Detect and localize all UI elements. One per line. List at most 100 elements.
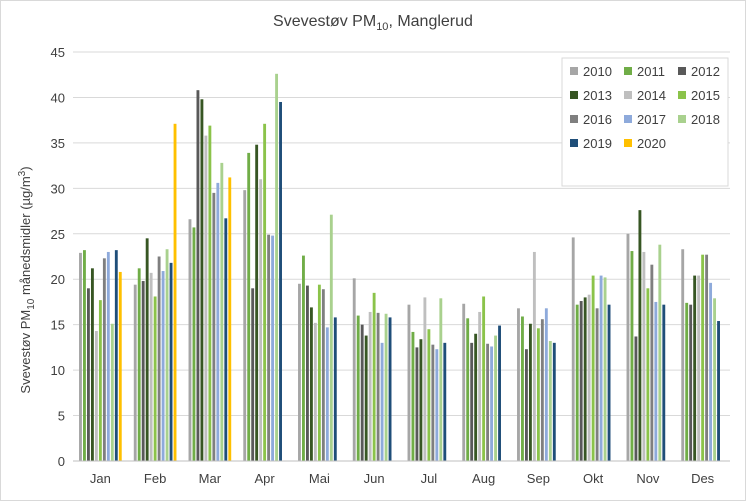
bar-2019-Feb — [169, 262, 173, 461]
bar-2017-Sep — [544, 308, 548, 461]
bar-2017-Des — [709, 282, 713, 461]
bar-2014-Jan — [94, 331, 98, 461]
bar-2013-Mar — [200, 99, 204, 462]
x-tick-label: Apr — [255, 471, 276, 486]
legend-swatch — [624, 115, 632, 123]
bar-2010-Des — [681, 249, 685, 461]
bar-2015-Jan — [98, 300, 102, 461]
bar-2016-Mai — [321, 289, 325, 461]
legend-swatch — [624, 139, 632, 147]
legend-swatch — [570, 67, 578, 75]
bar-2017-Mar — [216, 182, 220, 461]
legend-swatch — [570, 91, 578, 99]
bar-2018-Aug — [494, 335, 498, 461]
bar-2011-Aug — [466, 318, 470, 461]
legend-label: 2019 — [583, 136, 612, 151]
bar-2020-Mar — [228, 177, 232, 461]
y-tick-label: 15 — [51, 318, 65, 333]
bar-2011-Feb — [137, 268, 141, 461]
bar-2018-Jun — [384, 313, 388, 461]
bar-2016-Nov — [650, 264, 654, 461]
legend-label: 2014 — [637, 88, 666, 103]
y-tick-label: 25 — [51, 227, 65, 242]
bar-2018-Nov — [658, 244, 662, 461]
y-tick-label: 35 — [51, 136, 65, 151]
bar-2010-Jun — [352, 278, 356, 461]
bar-2011-Sep — [521, 316, 524, 461]
bar-2012-Mar — [196, 90, 200, 461]
bar-2017-Feb — [161, 271, 165, 461]
bar-2012-Nov — [634, 336, 638, 461]
x-tick-label: Sep — [527, 471, 550, 486]
bar-2010-Mar — [188, 219, 192, 461]
bar-2016-Jul — [431, 344, 435, 461]
bar-2014-Jul — [423, 297, 427, 461]
bar-2012-Feb — [141, 281, 145, 461]
bar-2018-Sep — [548, 341, 552, 461]
legend-swatch — [624, 67, 632, 75]
bar-2014-Sep — [532, 251, 536, 461]
bar-2011-Des — [685, 302, 689, 461]
y-tick-label: 30 — [51, 181, 65, 196]
bar-2019-Jul — [443, 342, 447, 461]
y-tick-label: 20 — [51, 272, 65, 287]
bar-2018-Jan — [110, 323, 114, 461]
bar-2019-Mar — [224, 218, 228, 461]
bar-2017-Jun — [380, 342, 384, 461]
legend-swatch — [678, 115, 686, 123]
bar-2014-Mai — [313, 322, 317, 461]
bar-2012-Jul — [415, 347, 419, 461]
x-tick-label: Aug — [472, 471, 495, 486]
y-tick-label: 40 — [51, 90, 65, 105]
bar-2012-Jun — [360, 324, 364, 461]
bar-2013-Apr — [255, 144, 259, 461]
legend: 2010 2011 2012 2013 2014 2015 2016 2017 2018 2019… — [561, 57, 729, 187]
bar-2019-Jan — [114, 250, 118, 461]
bar-2019-Mai — [333, 317, 337, 461]
bar-2012-Okt — [579, 301, 583, 461]
bar-2015-Sep — [536, 328, 540, 461]
legend-label: 2016 — [583, 112, 612, 127]
bar-2011-Okt — [575, 304, 579, 461]
x-tick-label: Okt — [583, 471, 604, 486]
bar-2013-Feb — [145, 238, 149, 461]
bar-2011-Mai — [302, 255, 305, 461]
bar-2013-Jul — [419, 339, 423, 461]
bar-2019-Des — [717, 321, 720, 461]
bar-2011-Mar — [192, 227, 196, 461]
bar-2014-Apr — [259, 179, 263, 461]
bar-2018-Feb — [165, 249, 169, 461]
bar-2019-Nov — [662, 304, 666, 461]
legend-swatch — [678, 67, 686, 75]
bar-2012-Sep — [524, 349, 528, 461]
x-tick-label: Mar — [199, 471, 222, 486]
bar-2016-Mar — [212, 192, 216, 461]
bar-2016-Des — [705, 254, 709, 461]
legend-box — [561, 57, 729, 187]
bar-2014-Okt — [587, 294, 591, 461]
bar-2018-Okt — [603, 277, 607, 461]
bar-2013-Aug — [474, 333, 478, 461]
bar-2019-Aug — [498, 325, 501, 461]
bar-2013-Des — [693, 275, 697, 461]
bar-2018-Mar — [220, 162, 224, 461]
bar-2018-Apr — [275, 73, 279, 462]
legend-label: 2018 — [691, 112, 720, 127]
legend-label: 2012 — [691, 64, 720, 79]
bar-2010-Feb — [133, 284, 137, 461]
bar-2020-Feb — [173, 123, 177, 462]
y-axis-ticks: 0 5 10 15 20 25 30 35 40 45 — [51, 45, 65, 469]
bar-2012-Mai — [305, 285, 309, 461]
bar-2016-Jun — [376, 312, 380, 461]
bar-2015-Feb — [153, 296, 157, 461]
bar-2013-Jan — [90, 268, 94, 461]
y-tick-label: 0 — [58, 454, 65, 469]
x-axis-ticks: Jan Feb Mar Apr Mai Jun Jul Aug Sep Okt Nov Des — [73, 460, 730, 486]
legend-label: 2013 — [583, 88, 612, 103]
bar-2013-Mai — [309, 307, 313, 461]
bar-2015-Okt — [591, 275, 595, 461]
bar-2013-Sep — [528, 323, 532, 461]
bar-2017-Aug — [490, 346, 494, 461]
legend-swatch — [624, 91, 632, 99]
legend-label: 2020 — [637, 136, 666, 151]
